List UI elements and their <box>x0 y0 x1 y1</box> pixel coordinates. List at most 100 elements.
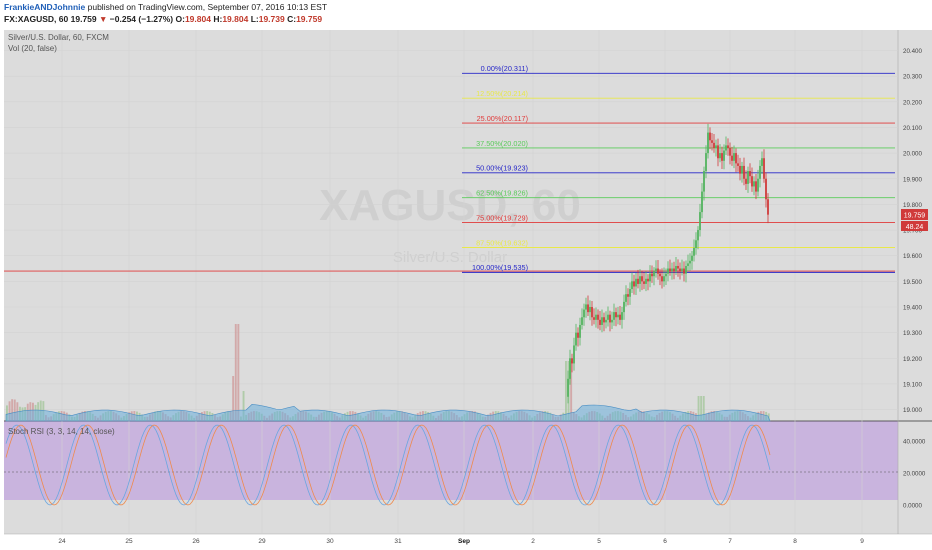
candle-body <box>639 276 641 284</box>
last-price-badge <box>901 209 928 220</box>
price-tick-label: 20.000 <box>903 151 922 158</box>
candle-body <box>621 312 623 320</box>
candle-body <box>619 314 621 320</box>
stoch-axis[interactable]: 40.0000 20.0000 0.0000 <box>903 439 926 510</box>
fib-level-label: 62.50%(19.826) <box>476 189 528 198</box>
open-label: O: <box>175 14 185 24</box>
stoch-tick-label: 40.0000 <box>903 439 926 446</box>
price-tick-label: 19.900 <box>903 176 922 183</box>
stoch-tick-label: 0.0000 <box>903 503 922 510</box>
candle-body <box>699 212 701 231</box>
volume-bar <box>234 324 237 421</box>
candle-body <box>743 165 745 179</box>
candle-body <box>571 358 573 364</box>
candle-body <box>711 140 713 143</box>
candle-body <box>647 278 649 282</box>
published-text: published on TradingView.com, September … <box>87 2 328 12</box>
candle-body <box>701 191 703 213</box>
candle-body <box>759 165 761 179</box>
candle-body <box>705 153 707 172</box>
candle-body <box>635 278 637 287</box>
author-link[interactable]: FrankieANDJohnnie <box>4 2 86 12</box>
fib-level-label: 100.00%(19.535) <box>472 263 528 272</box>
candle-body <box>681 268 683 272</box>
candle-body <box>661 276 663 282</box>
volume-bar <box>242 391 245 421</box>
candle-body <box>597 314 599 320</box>
candle-body <box>609 314 611 323</box>
candle-body <box>629 289 631 297</box>
open-value: 19.804 <box>184 14 211 24</box>
price-tick-label: 19.300 <box>903 330 922 337</box>
candle-body <box>613 312 615 320</box>
candle-body <box>673 268 675 272</box>
candle-body <box>657 268 659 274</box>
candle-body <box>715 145 717 148</box>
volume-bar <box>570 361 573 421</box>
candle-body <box>615 312 617 318</box>
candle-body <box>707 132 709 154</box>
candle-body <box>575 332 577 346</box>
pane-title: Silver/U.S. Dollar, 60, FXCM <box>8 33 109 42</box>
time-axis[interactable]: 24 25 26 29 30 31 Sep 2 5 6 7 8 9 <box>58 538 864 545</box>
candle-body <box>729 147 731 156</box>
candle-body <box>583 309 585 318</box>
candle-body <box>637 278 639 284</box>
time-tick-label: 5 <box>597 538 601 545</box>
fib-level-label: 37.50%(20.020) <box>476 139 528 148</box>
candle-body <box>735 153 737 164</box>
candle-body <box>747 171 749 184</box>
candle-body <box>581 317 583 325</box>
time-tick-label: 25 <box>125 538 133 545</box>
candle-body <box>649 273 651 282</box>
price-axis[interactable]: 20.400 20.300 20.200 20.100 20.000 19.900 19.8… <box>903 48 922 414</box>
candle-body <box>651 273 653 277</box>
candle-body <box>717 145 719 159</box>
candle-body <box>683 268 685 274</box>
publish-line: FrankieANDJohnnie published on TradingVi… <box>4 2 327 12</box>
volume-bar <box>6 405 8 421</box>
candle-body <box>757 178 759 192</box>
price-tick-label: 20.200 <box>903 99 922 106</box>
volume-bar <box>237 324 240 421</box>
candle-body <box>623 301 625 313</box>
candle-body <box>745 178 747 184</box>
volume-bar <box>700 396 703 421</box>
chart-canvas[interactable]: XAGUSD, 60 Silver/U.S. Dollar 0.00%(20.3… <box>0 26 932 550</box>
candle-body <box>737 163 739 166</box>
candle-body <box>693 248 695 256</box>
candle-body <box>725 145 727 151</box>
price-tick-label: 20.400 <box>903 48 922 55</box>
candle-body <box>579 324 581 338</box>
high-label: H: <box>213 14 223 24</box>
fibonacci-retracement[interactable]: 0.00%(20.311) 12.50%(20.214) 25.00%(20.117… <box>462 64 895 273</box>
change-value: −0.254 (−1.27%) <box>109 14 174 24</box>
fib-level-label: 0.00%(20.311) <box>481 64 528 73</box>
time-tick-label: 26 <box>192 538 200 545</box>
time-tick-label: 29 <box>258 538 266 545</box>
volume-bar <box>13 399 16 421</box>
stoch-d-line <box>5 424 771 506</box>
candle-body <box>687 263 689 266</box>
candle-body <box>665 273 667 277</box>
stoch-panel-background <box>4 421 898 500</box>
price-tick-label: 19.400 <box>903 305 922 312</box>
candle-body <box>593 317 595 320</box>
time-tick-label: 31 <box>394 538 402 545</box>
candle-body <box>573 345 575 364</box>
candle-body <box>739 165 741 174</box>
time-tick-label: 7 <box>728 538 732 545</box>
candle-body <box>691 255 693 261</box>
candle-body <box>633 281 635 287</box>
candle-body <box>587 304 589 313</box>
candle-body <box>641 276 643 282</box>
candle-body <box>763 158 765 179</box>
candle-body <box>607 314 609 320</box>
stoch-rsi-label: Stoch RSI (3, 3, 14, 14, close) <box>8 427 115 436</box>
fib-level-label: 12.50%(20.214) <box>476 89 528 98</box>
time-tick-label: 30 <box>326 538 334 545</box>
chart-header: FrankieANDJohnnie published on TradingVi… <box>0 0 932 26</box>
fib-level-label: 75.00%(19.729) <box>476 213 528 222</box>
time-tick-label: 8 <box>793 538 797 545</box>
candle-body <box>719 153 721 159</box>
